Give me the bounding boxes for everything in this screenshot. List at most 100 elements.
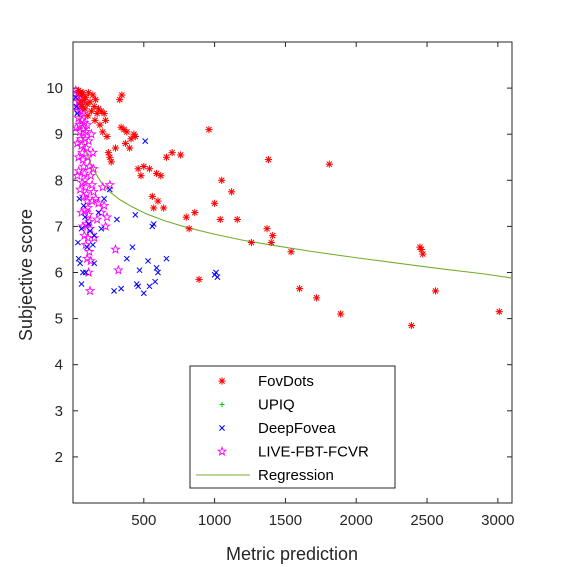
live-fbt-fcvr-point (88, 163, 99, 174)
fovdots-point (92, 96, 100, 104)
fovdots-point (96, 121, 104, 129)
plot-area: 500 1000 1500 2000 2500 3000 2 3 4 5 6 7 8 9 10 (46, 41, 515, 529)
legend-swatch-deepfovea (219, 425, 225, 431)
x-tick-label: 2500 (410, 512, 443, 529)
fovdots-point (148, 192, 156, 201)
live-fbt-fcvr-point (93, 197, 104, 208)
deepfovea-point (111, 287, 118, 294)
legend-label-live-fbt-fcvr: LIVE-FBT-FCVR (258, 444, 369, 461)
fovdots-point (168, 149, 176, 157)
fovdots-point (195, 275, 203, 284)
live-fbt-fcvr-point (104, 179, 116, 190)
deepfovea-point (136, 267, 143, 274)
x-tick-label: 500 (131, 512, 156, 529)
deepfovea-point (75, 255, 82, 262)
deepfovea-point (106, 186, 113, 193)
fovdots-point (86, 98, 94, 106)
fovdots-point (160, 204, 168, 212)
fovdots-point (185, 225, 193, 233)
deepfovea-point (78, 281, 85, 287)
live-fbt-fcvr-point (84, 246, 95, 257)
live-fbt-fcvr-point (76, 147, 88, 158)
deepfovea-point (155, 269, 161, 276)
fovdots-point (137, 172, 145, 180)
fovdots-point (287, 248, 295, 256)
deepfovea-point (152, 278, 159, 285)
legend-label-upiq: UPIQ (258, 397, 295, 414)
live-fbt-fcvr-point (73, 121, 82, 132)
fovdots-point (154, 197, 162, 205)
fovdots-point (431, 287, 440, 295)
deepfovea-point (142, 138, 149, 145)
deepfovea-point (77, 260, 84, 267)
deepfovea-point (140, 290, 147, 297)
live-fbt-fcvr-point (86, 195, 98, 206)
deepfovea-point (135, 283, 142, 290)
fovdots-point (233, 215, 241, 224)
fovdots-point (100, 109, 108, 118)
deepfovea-point (113, 216, 120, 223)
deepfovea-point (80, 202, 87, 209)
deepfovea-point (84, 244, 91, 251)
live-fbt-fcvr-point (110, 243, 121, 254)
fovdots-point (267, 238, 275, 247)
fovdots-point (247, 238, 256, 247)
live-fbt-fcvr-point (76, 140, 87, 151)
fovdots-point (91, 116, 99, 124)
fovdots-point (263, 225, 271, 233)
deepfovea-point (118, 285, 125, 292)
live-fbt-fcvr-point (76, 114, 88, 125)
live-fbt-fcvr-point (85, 255, 96, 266)
fovdots-point (84, 112, 92, 120)
y-tick-label: 7 (55, 218, 63, 235)
live-fbt-fcvr-point (98, 200, 110, 211)
deepfovea-point (91, 260, 98, 267)
live-fbt-fcvr-point (73, 165, 84, 176)
fovdots-point (216, 215, 224, 224)
live-fbt-fcvr-point (77, 107, 89, 118)
live-fbt-fcvr-point (80, 181, 92, 192)
fovdots-point (211, 199, 219, 207)
deepfovea-point (87, 228, 93, 234)
deepfovea-point (91, 232, 98, 239)
fovdots-point (162, 153, 171, 161)
y-tick-label: 9 (55, 126, 63, 143)
live-fbt-fcvr-point (113, 264, 124, 275)
deepfovea-point (73, 94, 79, 101)
y-tick-label: 2 (55, 449, 63, 466)
live-fbt-fcvr-point (78, 190, 89, 201)
fovdots-point (182, 213, 190, 221)
fovdots-point (191, 208, 199, 217)
live-fbt-fcvr-point (82, 232, 94, 243)
fovdots-point (140, 162, 148, 171)
fovdots-point (150, 204, 158, 212)
live-fbt-fcvr-point (96, 207, 107, 218)
fovdots-point (134, 165, 142, 173)
deepfovea-point (153, 264, 160, 271)
live-fbt-fcvr-point (84, 285, 96, 296)
deepfovea-point (98, 225, 105, 232)
live-fbt-fcvr-point (80, 239, 92, 250)
fovdots-point (99, 128, 107, 136)
fovdots-point (103, 132, 111, 141)
fovdots-point (325, 160, 333, 168)
deepfovea-point (123, 255, 130, 262)
live-fbt-fcvr-point (79, 117, 90, 128)
legend: FovDots UPIQ DeepFovea LIVE-FBT-FCVR Regress… (189, 365, 396, 489)
y-tick-label: 5 (55, 311, 63, 328)
live-fbt-fcvr-point (74, 183, 86, 195)
y-axis-label: Subjective score (16, 209, 36, 341)
deepfovea-point (89, 241, 96, 248)
live-fbt-fcvr-point (76, 207, 87, 218)
live-fbt-fcvr-point (73, 151, 84, 162)
deepfovea-point (145, 258, 152, 264)
deepfovea-point (132, 211, 139, 218)
y-tick-label: 3 (55, 403, 63, 420)
y-tick-label: 4 (55, 357, 63, 374)
y-tick-label: 10 (46, 80, 63, 97)
fovdots-point (118, 91, 126, 99)
deepfovea-point (73, 103, 80, 110)
deepfovea-point (82, 214, 88, 221)
